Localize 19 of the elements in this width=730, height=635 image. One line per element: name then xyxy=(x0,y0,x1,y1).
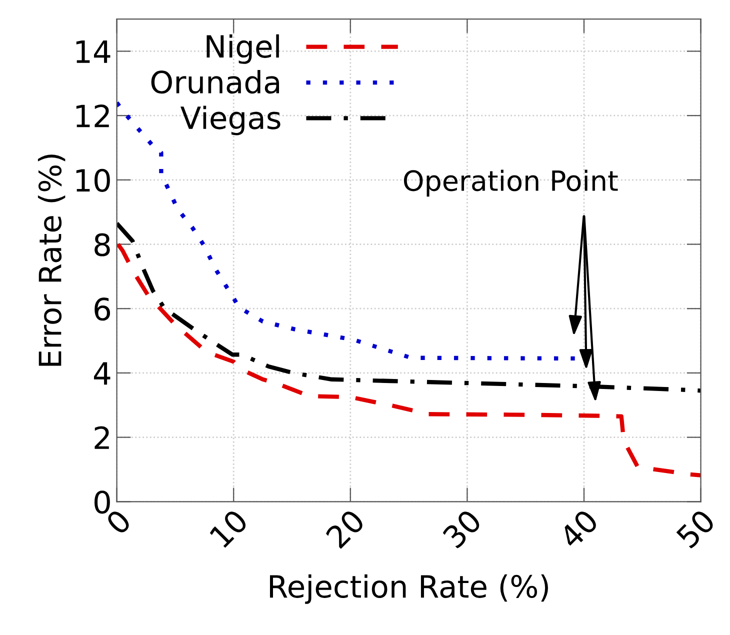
x-tick-label: 10 xyxy=(208,508,249,548)
y-tick-label: 4 xyxy=(94,362,110,385)
x-tick-label: 30 xyxy=(442,508,482,550)
y-tick-label: 0 xyxy=(94,490,110,514)
legend-label: Nigel xyxy=(206,34,279,64)
y-tick-label: 6 xyxy=(94,298,110,321)
y-tick-label: 2 xyxy=(94,426,109,449)
x-tick-label: 20 xyxy=(324,508,366,550)
y-tick-label: 10 xyxy=(76,168,110,192)
y-tick-label: 12 xyxy=(76,104,109,128)
x-axis-title: Rejection Rate (%) xyxy=(270,574,548,604)
y-tick-label: 14 xyxy=(76,40,110,63)
legend-label: Orunada xyxy=(151,70,280,94)
annotation: Operation Point xyxy=(404,170,618,197)
y-axis-title: Error Rate (%) xyxy=(38,154,66,366)
legend-label: Viegas xyxy=(180,106,280,136)
x-tick-label: 40 xyxy=(558,508,600,550)
y-tick-label: 8 xyxy=(94,233,110,256)
x-tick-label: 50 xyxy=(675,508,716,550)
